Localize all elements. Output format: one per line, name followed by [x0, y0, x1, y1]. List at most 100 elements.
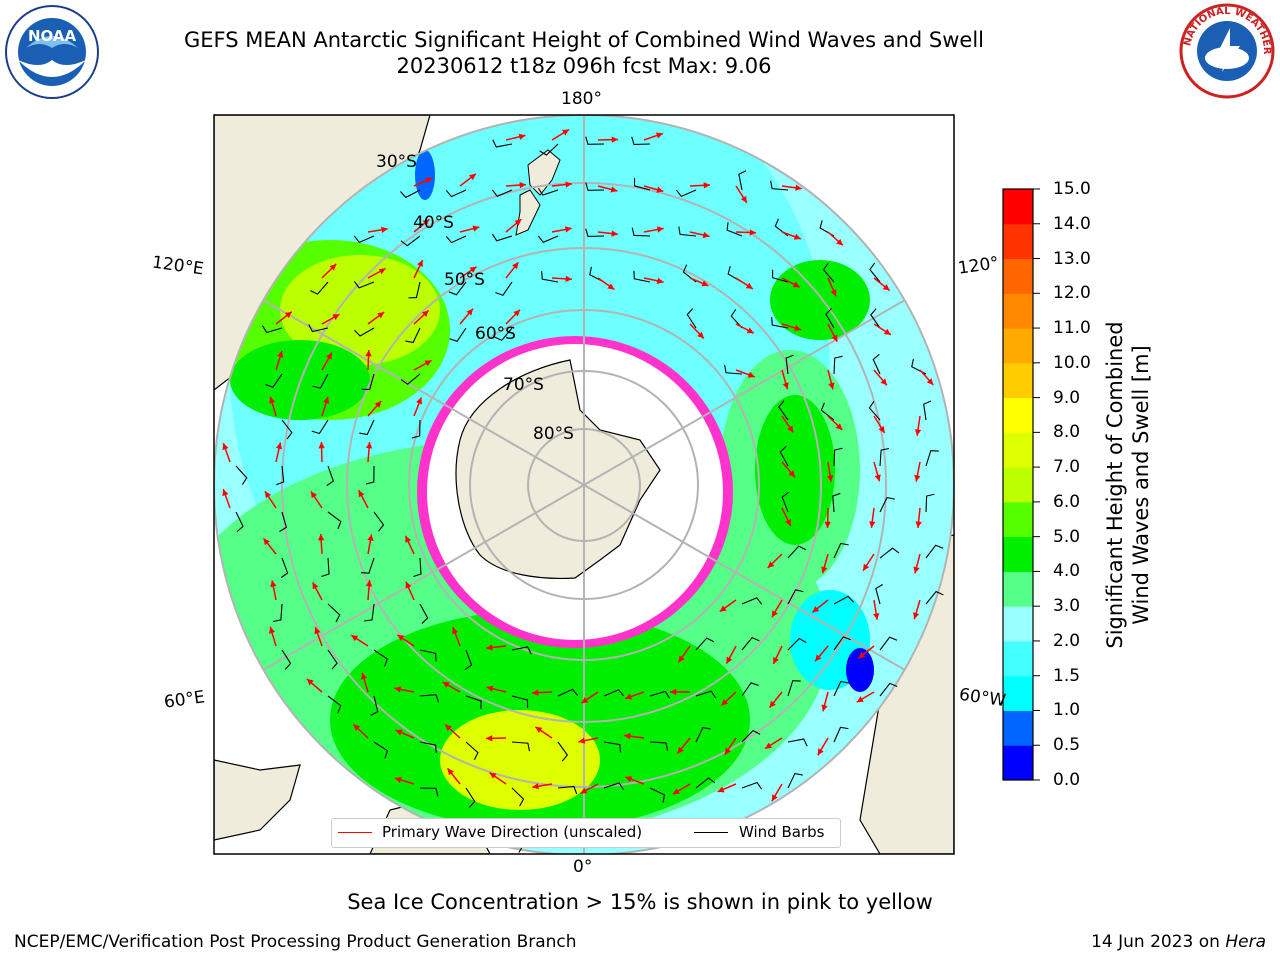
wind-barb	[327, 695, 342, 714]
wind-barb	[741, 682, 759, 697]
wave-arrow	[579, 783, 599, 795]
wind-barb	[879, 496, 895, 513]
wave-arrow	[486, 644, 507, 651]
wave-arrow	[275, 442, 283, 463]
wind-barb	[772, 269, 789, 283]
wind-barb	[686, 308, 697, 329]
colorbar-segment	[1003, 710, 1033, 746]
wave-arrow	[725, 645, 737, 664]
wave-arrow	[367, 267, 386, 279]
wind-barb	[557, 785, 578, 795]
wind-barb	[832, 492, 841, 513]
wave-arrow	[781, 461, 796, 478]
wind-barb	[785, 354, 794, 375]
colorbar-segment	[1003, 606, 1033, 642]
wind-barb	[695, 690, 717, 699]
wind-barb	[833, 595, 854, 605]
colorbar-segment	[1003, 745, 1033, 781]
wave-arrow	[821, 553, 829, 574]
wave-arrow	[505, 181, 527, 189]
wave-arrow	[485, 735, 507, 742]
primary-wave-legend-label: Primary Wave Direction (unscaled)	[382, 823, 643, 841]
wind-barb	[738, 170, 747, 191]
wind-barb	[925, 544, 944, 559]
wind-barb	[631, 136, 651, 146]
wind-barb	[464, 649, 473, 671]
wave-arrow	[578, 737, 599, 744]
wind-barb	[781, 491, 790, 513]
wave-arrow	[676, 737, 691, 755]
wind-barb	[413, 557, 422, 578]
wind-barb	[787, 589, 804, 605]
wind-barb	[495, 281, 513, 296]
wind-barb	[399, 189, 421, 199]
wave-arrow	[781, 184, 802, 191]
lon-label-0: 0°	[573, 857, 593, 877]
wind-barb	[354, 327, 375, 337]
wind-barb	[321, 557, 330, 578]
wave-arrow	[781, 369, 789, 390]
wave-arrow	[505, 309, 521, 325]
colorbar-tick-label: 8.0	[1053, 422, 1081, 443]
colorbar-segment	[1003, 328, 1033, 364]
wave-arrow	[413, 359, 432, 371]
wind-barb	[872, 353, 881, 375]
wave-arrow	[321, 396, 330, 417]
wave-arrow	[551, 275, 573, 283]
wave-arrow	[551, 181, 572, 188]
wave-arrow	[367, 311, 385, 325]
primary-wave-legend-line	[338, 832, 372, 833]
wind-barb	[281, 649, 292, 670]
wave-arrow	[312, 581, 323, 601]
wave-arrow	[862, 553, 875, 572]
wave-arrow	[735, 229, 757, 236]
wind-barb	[925, 450, 939, 467]
wave-arrow	[367, 534, 374, 555]
wind-barb	[787, 545, 807, 559]
wind-barb	[649, 690, 670, 699]
wave-arrow	[404, 535, 415, 555]
wave-arrow	[532, 783, 553, 790]
wind-barb	[585, 182, 605, 191]
wind-barb	[879, 636, 898, 651]
wind-barb	[465, 741, 479, 761]
wind-barb	[675, 189, 697, 198]
wave-arrow	[781, 415, 794, 433]
wind-barb	[326, 465, 335, 487]
wind-barb	[833, 355, 843, 375]
wind-barb	[419, 787, 439, 797]
wind-barb	[879, 682, 898, 697]
wave-arrow	[486, 685, 507, 693]
noaa-logo-text: NOAA	[28, 27, 77, 45]
wave-arrow	[361, 672, 369, 693]
wave-arrow	[413, 259, 424, 279]
wind-barb	[833, 636, 851, 651]
wind-barb	[311, 419, 329, 435]
wave-arrow	[321, 263, 337, 279]
wave-arrow	[857, 645, 875, 659]
wave-arrow	[505, 261, 519, 279]
wave-arrow	[365, 442, 373, 463]
wind-barb	[879, 547, 900, 559]
wind-barb	[724, 364, 743, 375]
wind-barb	[879, 447, 890, 467]
colorbar-tick-label: 15.0	[1053, 179, 1091, 199]
wave-arrow	[222, 442, 231, 463]
lat-label-50s: 50°S	[444, 270, 485, 290]
wave-arrow	[719, 599, 737, 613]
noaa-logo-icon: NOAA	[4, 4, 100, 100]
wave-arrow	[310, 490, 323, 509]
wave-arrow	[764, 737, 783, 750]
wave-arrow	[827, 369, 835, 390]
wave-arrow	[269, 626, 277, 647]
colorbar-segment	[1003, 536, 1033, 572]
wind-barb	[419, 741, 437, 754]
wind-barb	[262, 325, 283, 334]
wave-arrow	[314, 626, 323, 647]
wave-arrow	[913, 599, 921, 620]
colorbar-segment	[1003, 189, 1033, 225]
wind-barb	[408, 281, 421, 299]
wind-barb	[787, 738, 808, 747]
wind-barb	[353, 235, 375, 244]
wave-arrow	[446, 767, 461, 785]
